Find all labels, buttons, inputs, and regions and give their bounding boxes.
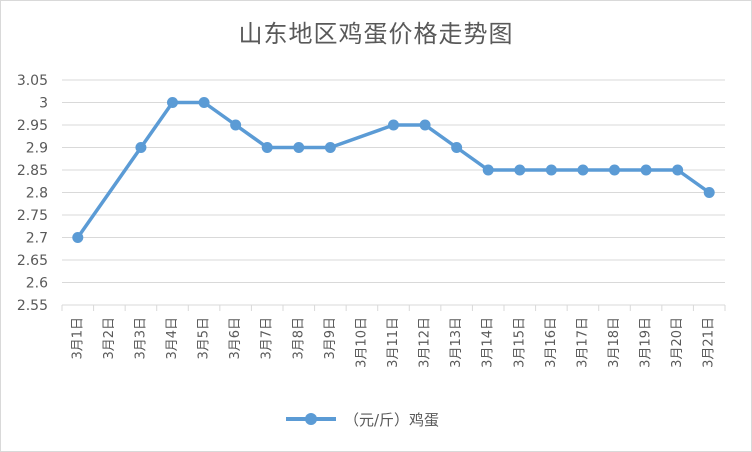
y-tick-label: 2.95	[17, 118, 48, 134]
y-tick-label: 2.75	[17, 208, 48, 224]
y-tick-label: 2.55	[17, 298, 48, 314]
data-point	[577, 164, 589, 176]
legend-label: （元/斤）鸡蛋	[344, 411, 439, 429]
data-point	[482, 164, 494, 176]
y-tick-label: 3.05	[17, 73, 48, 89]
data-point	[261, 142, 273, 153]
x-tick-label: 3月13日	[449, 317, 464, 368]
data-point	[230, 119, 242, 131]
data-point	[324, 142, 336, 153]
x-tick-label: 3月6日	[228, 317, 243, 360]
y-tick-label: 2.6	[26, 276, 48, 292]
x-tick-label: 3月4日	[165, 317, 180, 360]
x-tick-label: 3月20日	[670, 317, 685, 368]
data-point	[135, 142, 147, 153]
data-point	[703, 187, 715, 198]
x-tick-label: 3月3日	[133, 317, 148, 360]
data-point	[72, 232, 84, 243]
data-point	[640, 164, 652, 176]
data-point	[167, 97, 178, 108]
x-tick-label: 3月21日	[702, 317, 717, 368]
data-point	[451, 142, 463, 153]
y-tick-label: 2.8	[26, 186, 48, 202]
x-tick-label: 3月1日	[70, 317, 85, 360]
data-point	[419, 119, 431, 131]
legend-point-marker	[305, 413, 317, 425]
data-point	[672, 164, 684, 176]
y-tick-label: 2.9	[26, 141, 48, 157]
y-tick-label: 2.85	[17, 163, 48, 179]
chart-title: 山东地区鸡蛋价格走势图	[238, 20, 514, 48]
x-tick-label: 3月15日	[512, 317, 527, 368]
x-tick-label: 3月10日	[354, 317, 369, 368]
x-tick-label: 3月5日	[197, 317, 212, 360]
x-tick-label: 3月2日	[102, 317, 117, 360]
data-point	[609, 164, 620, 176]
x-tick-label: 3月9日	[323, 317, 338, 360]
y-tick-label: 3	[39, 96, 48, 112]
data-point	[198, 97, 210, 108]
x-tick-label: 3月17日	[575, 317, 590, 368]
data-point	[514, 164, 526, 176]
data-point	[545, 164, 557, 176]
x-tick-label: 3月11日	[386, 317, 401, 368]
y-tick-label: 2.7	[26, 231, 48, 247]
x-tick-label: 3月8日	[291, 317, 306, 360]
x-tick-label: 3月18日	[607, 317, 622, 368]
x-tick-label: 3月12日	[418, 317, 433, 368]
data-point	[293, 142, 305, 153]
x-tick-label: 3月19日	[639, 317, 654, 368]
x-tick-label: 3月7日	[260, 317, 275, 360]
data-point	[388, 119, 399, 131]
x-tick-label: 3月14日	[481, 317, 496, 368]
x-tick-label: 3月16日	[544, 317, 559, 368]
y-tick-label: 2.65	[17, 253, 48, 269]
